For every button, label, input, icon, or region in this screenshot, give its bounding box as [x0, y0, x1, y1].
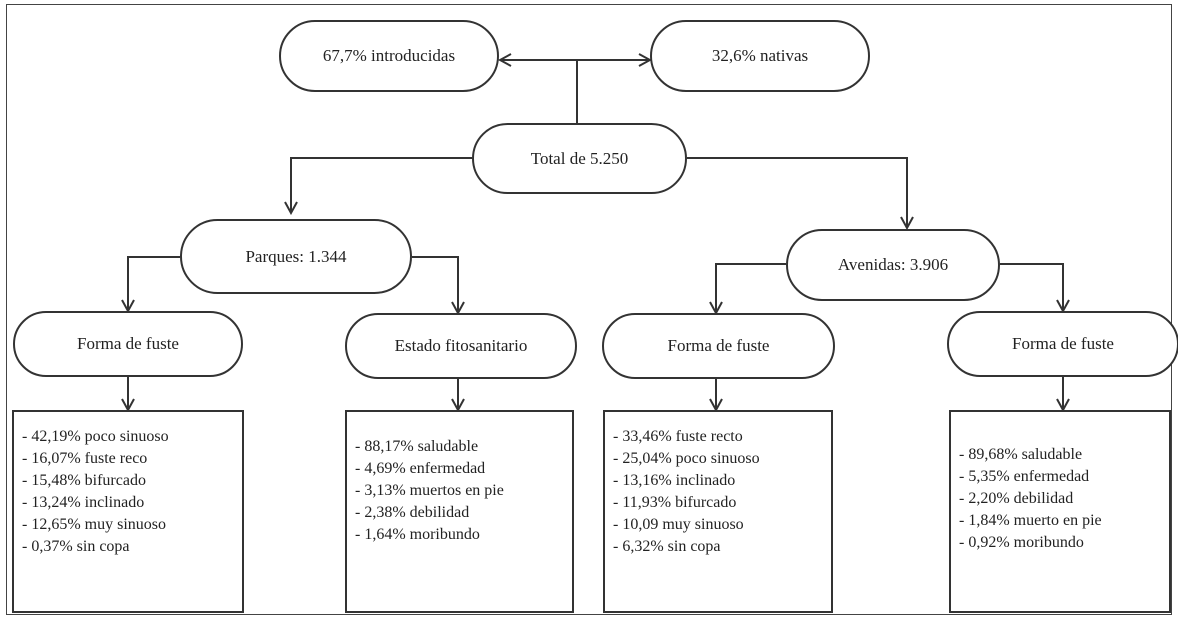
list-item: - 1,84% muerto en pie — [959, 512, 1102, 529]
list-item: - 3,13% muertos en pie — [355, 482, 504, 499]
avenues-trunk-form-node: Forma de fuste — [602, 313, 835, 379]
avenues-health-node: Forma de fuste — [947, 311, 1178, 377]
parks-health-node: Estado fitosanitario — [345, 313, 577, 379]
list-item: - 13,24% inclinado — [22, 494, 145, 511]
list-item: - 42,19% poco sinuoso — [22, 428, 169, 445]
arrow-to-parks-trunk-form — [128, 256, 180, 311]
list-item: - 11,93% bifurcado — [613, 494, 737, 511]
parks-health-title: Estado fitosanitario — [394, 336, 528, 355]
list-item: - 10,09 muy sinuoso — [613, 516, 744, 533]
avenues-trunk-form-title: Forma de fuste — [667, 336, 770, 355]
arrow-to-avenues-trunk-form — [716, 263, 786, 313]
list-item: - 15,48% bifurcado — [22, 472, 146, 489]
native-label: 32,6% nativas — [711, 46, 809, 65]
list-item: - 6,32% sin copa — [613, 538, 721, 555]
list-item: - 12,65% muy sinuoso — [22, 516, 166, 533]
arrow-to-avenues — [687, 157, 907, 228]
parks-node: Parques: 1.344 — [180, 219, 412, 294]
list-item: - 1,64% moribundo — [355, 526, 480, 543]
arrow-to-parks-health — [412, 256, 458, 313]
total-label: Total de 5.250 — [530, 148, 629, 168]
avenues-trunk-form-list: - 33,46% fuste recto - 25,04% poco sinuo… — [603, 410, 833, 613]
list-item: - 4,69% enfermedad — [355, 460, 486, 477]
introduced-label: 67,7% introducidas — [322, 46, 456, 65]
list-item: - 13,16% inclinado — [613, 472, 736, 489]
list-item: - 88,17% saludable — [355, 438, 479, 455]
list-item: - 0,92% moribundo — [959, 534, 1084, 551]
total-node: Total de 5.250 — [472, 123, 687, 194]
arrow-to-parks — [291, 157, 472, 213]
list-item: - 0,37% sin copa — [22, 538, 130, 555]
list-item: - 16,07% fuste reco — [22, 450, 148, 467]
list-item: - 33,46% fuste recto — [613, 428, 743, 445]
list-item: - 2,20% debilidad — [959, 490, 1074, 507]
arrow-to-avenues-health — [1000, 263, 1063, 311]
avenues-node: Avenidas: 3.906 — [786, 229, 1000, 301]
list-item: - 25,04% poco sinuoso — [613, 450, 760, 467]
diagram-frame — [6, 4, 1172, 615]
parks-health-list: - 88,17% saludable - 4,69% enfermedad - … — [345, 410, 574, 613]
introduced-node: 67,7% introducidas — [279, 20, 499, 92]
list-item: - 5,35% enfermedad — [959, 468, 1090, 485]
parks-trunk-form-list: - 42,19% poco sinuoso - 16,07% fuste rec… — [12, 410, 244, 613]
native-node: 32,6% nativas — [650, 20, 870, 92]
list-item: - 2,38% debilidad — [355, 504, 470, 521]
avenues-health-title: Forma de fuste — [1012, 334, 1114, 353]
parks-trunk-form-title: Forma de fuste — [77, 334, 179, 353]
parks-trunk-form-node: Forma de fuste — [13, 311, 243, 377]
avenues-label: Avenidas: 3.906 — [837, 255, 949, 274]
list-item: - 89,68% saludable — [959, 446, 1083, 463]
parks-label: Parques: 1.344 — [245, 246, 347, 266]
avenues-health-list: - 89,68% saludable - 5,35% enfermedad - … — [949, 410, 1171, 613]
